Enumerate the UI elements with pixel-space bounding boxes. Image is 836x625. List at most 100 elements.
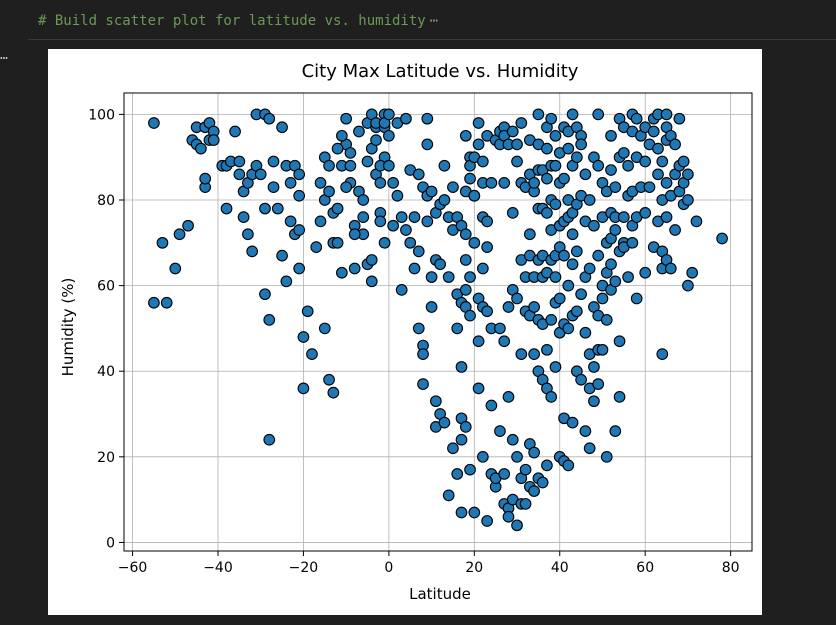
data-point (622, 159, 634, 172)
cell-divider (28, 39, 836, 40)
data-point (558, 172, 570, 185)
data-point (199, 172, 212, 185)
data-point (656, 155, 669, 168)
y-tick-label: 100 (88, 107, 115, 123)
data-point (630, 292, 643, 305)
data-point (442, 271, 455, 283)
data-point (669, 138, 681, 151)
data-point (468, 506, 481, 519)
data-point (271, 202, 284, 215)
data-point (519, 498, 532, 510)
data-point (263, 112, 276, 125)
data-point (609, 275, 622, 288)
data-point (276, 249, 288, 262)
data-point (297, 331, 310, 343)
x-tick-label: −40 (203, 560, 233, 576)
data-point (169, 262, 182, 275)
x-axis-label: Latitude (409, 585, 471, 603)
data-point (588, 219, 600, 232)
data-point (575, 373, 587, 386)
data-point (284, 177, 297, 189)
data-point (477, 155, 489, 168)
data-point (716, 232, 728, 245)
data-point (395, 284, 408, 296)
data-point (318, 322, 331, 335)
y-tick-label: 80 (97, 193, 115, 209)
data-point (233, 168, 246, 181)
data-point (361, 155, 374, 168)
data-point (485, 399, 498, 412)
data-point (438, 159, 451, 172)
data-point (566, 228, 579, 241)
scatter-plot-figure: −60 −40 −20 0 20 40 60 80 0 20 40 60 80 100 City Max… (48, 49, 762, 615)
data-point (682, 168, 694, 181)
data-point (617, 147, 630, 159)
data-point (438, 194, 451, 206)
data-point (344, 147, 357, 159)
data-point (293, 262, 306, 275)
data-point (617, 211, 630, 223)
data-point (447, 181, 459, 194)
data-point (383, 159, 395, 172)
data-point (468, 236, 481, 249)
data-point (387, 219, 399, 232)
collapsed-output-indicator[interactable]: ⋯ (429, 13, 439, 29)
data-point (173, 228, 186, 241)
data-point (378, 236, 391, 249)
data-point (673, 112, 686, 125)
data-point (263, 433, 276, 446)
data-point (660, 108, 673, 121)
data-point (323, 185, 335, 198)
data-point (541, 459, 553, 472)
data-point (562, 142, 575, 155)
data-point (690, 215, 703, 228)
data-point (664, 262, 677, 275)
data-point (464, 172, 476, 185)
data-point (570, 305, 583, 318)
data-point (323, 373, 335, 386)
data-point (613, 335, 626, 348)
data-point (148, 117, 160, 129)
data-point (541, 207, 553, 219)
data-point (566, 108, 579, 121)
y-axis-label: Humidity (%) (59, 278, 77, 377)
data-point (156, 236, 169, 249)
data-point (370, 134, 382, 146)
data-point (391, 189, 404, 202)
data-point (524, 228, 536, 241)
data-point (485, 177, 498, 189)
data-point (430, 395, 442, 408)
data-point (400, 224, 412, 236)
data-point (387, 177, 399, 189)
data-point (477, 262, 489, 275)
data-point (207, 134, 220, 146)
data-point (528, 177, 540, 189)
output-gutter-indicator[interactable]: … (0, 48, 8, 63)
data-point (592, 108, 605, 121)
data-point (600, 450, 613, 463)
y-axis-ticks: 0 20 40 60 80 100 (88, 107, 124, 551)
data-point (472, 335, 485, 348)
data-point (528, 348, 540, 360)
y-tick-label: 40 (97, 364, 115, 380)
data-point (481, 305, 493, 318)
data-point (259, 202, 271, 215)
data-point (336, 266, 348, 279)
data-point (502, 510, 515, 523)
data-point (464, 463, 476, 476)
data-point (293, 224, 306, 236)
data-point (558, 249, 570, 262)
scatter-chart: −60 −40 −20 0 20 40 60 80 0 20 40 60 80 100 City Max… (59, 61, 753, 603)
data-point (336, 129, 348, 142)
data-point (314, 215, 327, 228)
data-point (549, 159, 562, 172)
data-point (506, 207, 519, 219)
x-tick-label: 20 (465, 560, 483, 576)
data-point (583, 262, 596, 275)
data-point (472, 117, 485, 129)
code-cell-comment[interactable]: # Build scatter plot for latitude vs. hu… (28, 6, 836, 38)
data-point (660, 211, 673, 223)
data-point (515, 117, 528, 129)
data-point (160, 296, 173, 309)
data-point (562, 322, 575, 335)
